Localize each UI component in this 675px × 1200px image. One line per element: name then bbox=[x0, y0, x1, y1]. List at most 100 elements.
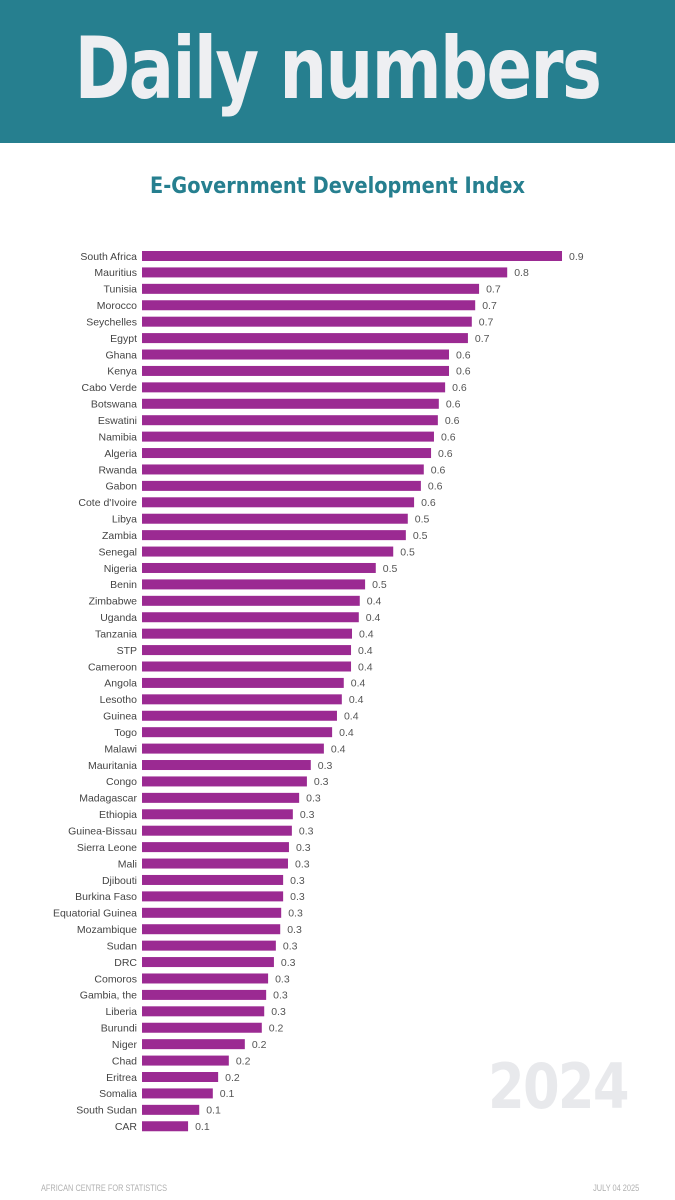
category-label: Liberia bbox=[105, 1006, 137, 1018]
bar bbox=[142, 891, 284, 902]
bar bbox=[142, 1039, 245, 1050]
category-label: Madagascar bbox=[79, 793, 137, 805]
category-label: Tunisia bbox=[104, 284, 138, 296]
bar bbox=[142, 825, 292, 836]
bar bbox=[142, 907, 282, 918]
bar bbox=[142, 809, 293, 820]
data-label: 0.3 bbox=[275, 973, 290, 985]
data-label: 0.4 bbox=[351, 678, 366, 690]
category-label: Djibouti bbox=[102, 875, 137, 887]
data-label: 0.4 bbox=[349, 694, 364, 706]
category-label: Algeria bbox=[104, 448, 137, 460]
bar bbox=[142, 973, 269, 984]
data-label: 0.5 bbox=[413, 530, 428, 542]
footer-date: JULY 04 2025 bbox=[592, 1183, 639, 1193]
chart-title: E-Government Development Index bbox=[150, 174, 525, 199]
category-label: Angola bbox=[104, 678, 137, 690]
bar bbox=[142, 562, 376, 573]
category-label: Senegal bbox=[98, 546, 137, 558]
bar bbox=[142, 1006, 265, 1017]
data-label: 0.3 bbox=[314, 776, 329, 788]
bar bbox=[142, 579, 366, 590]
category-label: Eritrea bbox=[106, 1072, 137, 1084]
bar bbox=[142, 792, 300, 803]
data-label: 0.7 bbox=[475, 333, 490, 345]
data-label: 0.2 bbox=[236, 1055, 251, 1067]
category-label: South Sudan bbox=[76, 1105, 137, 1117]
category-label: Gambia, the bbox=[80, 990, 137, 1002]
category-label: Morocco bbox=[97, 300, 137, 312]
data-label: 0.4 bbox=[331, 743, 346, 755]
bar bbox=[142, 415, 438, 426]
data-label: 0.3 bbox=[306, 793, 321, 805]
category-label: Togo bbox=[114, 727, 137, 739]
data-label: 0.2 bbox=[269, 1023, 284, 1035]
data-label: 0.9 bbox=[569, 251, 584, 263]
category-label: CAR bbox=[115, 1121, 138, 1133]
bar bbox=[142, 333, 468, 344]
data-label: 0.2 bbox=[252, 1039, 267, 1051]
data-label: 0.4 bbox=[358, 645, 373, 657]
category-label: Comoros bbox=[94, 973, 137, 985]
category-label: Sierra Leone bbox=[77, 842, 137, 854]
data-label: 0.7 bbox=[482, 300, 497, 312]
data-label: 0.3 bbox=[271, 1006, 286, 1018]
category-label: Cameroon bbox=[88, 661, 137, 673]
data-label: 0.3 bbox=[296, 842, 311, 854]
bar bbox=[142, 628, 353, 639]
category-label: Mozambique bbox=[77, 924, 137, 936]
category-label: Ethiopia bbox=[99, 809, 137, 821]
bar bbox=[142, 858, 288, 869]
category-label: Cote d'Ivoire bbox=[78, 497, 137, 509]
category-label: Benin bbox=[110, 579, 137, 591]
data-label: 0.3 bbox=[300, 809, 315, 821]
data-label: 0.4 bbox=[367, 596, 382, 608]
data-label: 0.4 bbox=[358, 661, 373, 673]
bar bbox=[142, 645, 352, 656]
bar bbox=[142, 300, 476, 311]
bar bbox=[142, 760, 311, 771]
bar bbox=[142, 743, 324, 754]
data-label: 0.5 bbox=[383, 563, 398, 575]
category-label: Namibia bbox=[98, 431, 137, 443]
bar bbox=[142, 398, 439, 409]
data-label: 0.6 bbox=[428, 481, 443, 493]
bar bbox=[142, 595, 360, 606]
data-label: 0.3 bbox=[290, 875, 305, 887]
bar bbox=[142, 316, 472, 327]
data-label: 0.3 bbox=[295, 858, 310, 870]
category-label: Nigeria bbox=[104, 563, 137, 575]
bar bbox=[142, 661, 352, 672]
data-label: 0.4 bbox=[339, 727, 354, 739]
bar bbox=[142, 497, 415, 508]
category-label: Guinea-Bissau bbox=[68, 826, 137, 838]
category-label: Rwanda bbox=[98, 464, 137, 476]
category-label: Kenya bbox=[107, 366, 137, 378]
category-label: Egypt bbox=[110, 333, 137, 345]
bar bbox=[142, 957, 274, 968]
data-label: 0.3 bbox=[281, 957, 296, 969]
bar bbox=[142, 382, 446, 393]
bar bbox=[142, 924, 281, 935]
bar bbox=[142, 612, 359, 623]
data-label: 0.3 bbox=[318, 760, 333, 772]
bar bbox=[142, 365, 450, 376]
category-label: Mauritania bbox=[88, 760, 137, 772]
data-label: 0.4 bbox=[359, 628, 374, 640]
bar bbox=[142, 513, 408, 524]
data-label: 0.6 bbox=[452, 382, 467, 394]
data-label: 0.7 bbox=[479, 316, 494, 328]
data-label: 0.6 bbox=[445, 415, 460, 427]
category-label: Libya bbox=[112, 514, 137, 526]
category-label: Burkina Faso bbox=[75, 891, 137, 903]
bar bbox=[142, 480, 421, 491]
bar bbox=[142, 448, 432, 459]
bar bbox=[142, 1055, 229, 1066]
data-label: 0.6 bbox=[456, 349, 471, 361]
bar bbox=[142, 694, 342, 705]
category-label: Lesotho bbox=[100, 694, 138, 706]
data-label: 0.3 bbox=[299, 826, 314, 838]
data-label: 0.1 bbox=[206, 1105, 221, 1117]
category-label: Cabo Verde bbox=[82, 382, 138, 394]
data-label: 0.1 bbox=[195, 1121, 210, 1133]
